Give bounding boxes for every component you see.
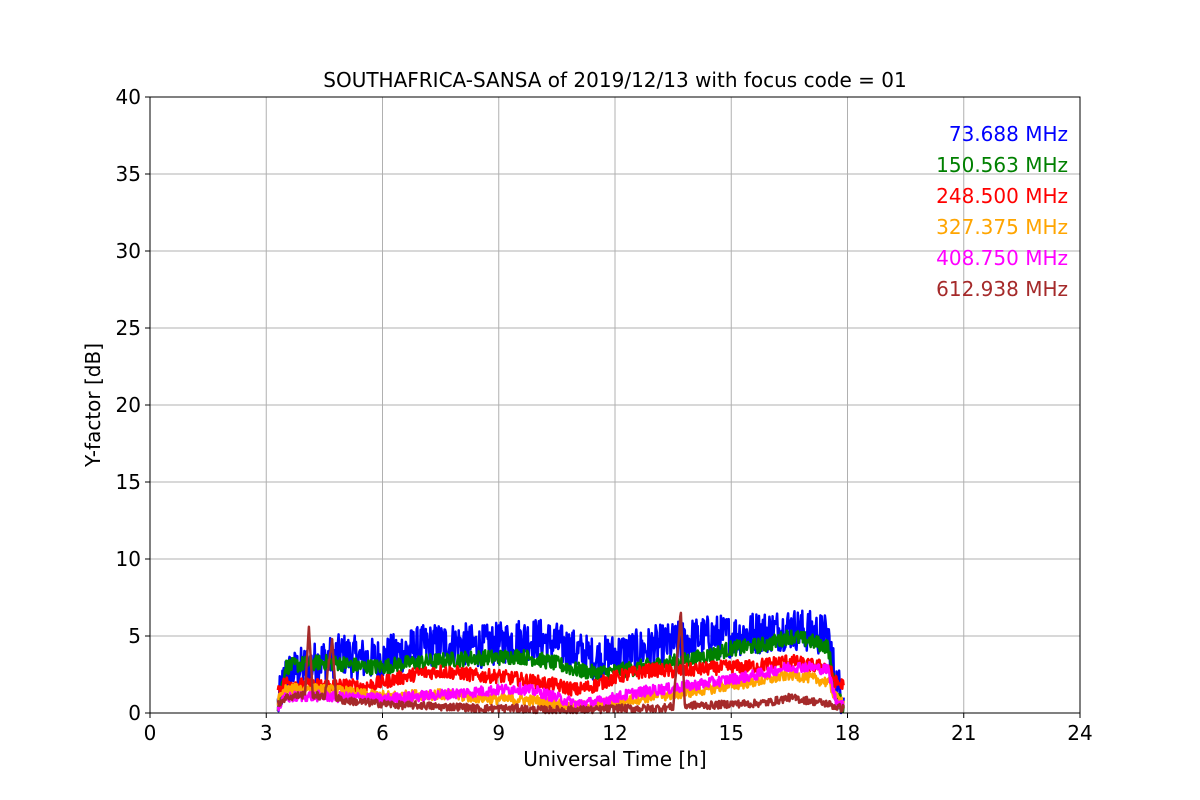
y-tick-label: 25: [116, 316, 141, 340]
legend-entry-5: 612.938 MHz: [936, 277, 1068, 301]
y-tick-label: 0: [128, 701, 141, 725]
y-tick-label: 35: [116, 162, 141, 186]
legend: 73.688 MHz 150.563 MHz 248.500 MHz 327.375 …: [936, 122, 1068, 301]
y-axis-ticks: 0 5 10 15 20 25 30 35 40: [116, 85, 150, 725]
x-tick-label: 18: [835, 721, 860, 745]
series-line-0: [276, 609, 845, 715]
x-tick-label: 6: [376, 721, 389, 745]
x-tick-label: 0: [144, 721, 157, 745]
x-tick-label: 24: [1067, 721, 1092, 745]
legend-entry-1: 150.563 MHz: [936, 153, 1068, 177]
y-tick-label: 5: [128, 624, 141, 648]
x-axis-label: Universal Time [h]: [523, 747, 706, 771]
y-tick-label: 30: [116, 239, 141, 263]
chart-title: SOUTHAFRICA-SANSA of 2019/12/13 with foc…: [323, 68, 907, 92]
y-axis-label: Y-factor [dB]: [81, 343, 105, 468]
series-line-5: [276, 611, 845, 715]
legend-entry-2: 248.500 MHz: [936, 184, 1068, 208]
x-tick-label: 15: [719, 721, 744, 745]
x-tick-label: 12: [602, 721, 627, 745]
legend-entry-3: 327.375 MHz: [936, 215, 1068, 239]
legend-entry-0: 73.688 MHz: [949, 122, 1068, 146]
y-tick-label: 20: [116, 393, 141, 417]
y-tick-label: 40: [116, 85, 141, 109]
x-axis-ticks: 0 3 6 9 12 15 18 21 24: [144, 713, 1093, 745]
series-group: [276, 609, 845, 715]
y-tick-label: 10: [116, 547, 141, 571]
legend-entry-4: 408.750 MHz: [936, 246, 1068, 270]
series-line-1: [276, 629, 845, 713]
y-tick-label: 15: [116, 470, 141, 494]
x-tick-label: 9: [492, 721, 505, 745]
x-tick-label: 3: [260, 721, 273, 745]
x-tick-label: 21: [951, 721, 976, 745]
